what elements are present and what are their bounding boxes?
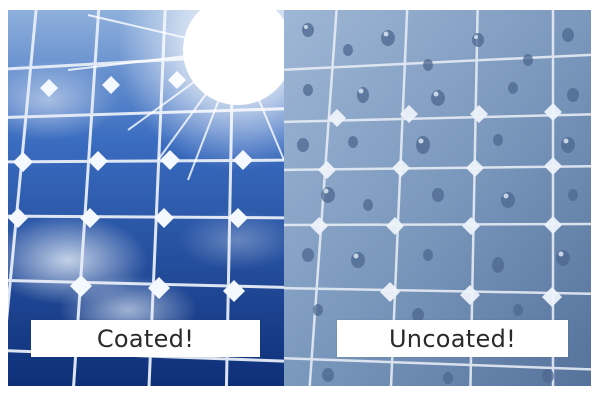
sun-glare-icon xyxy=(67,10,284,181)
water-droplets-icon xyxy=(297,23,579,384)
coated-panel xyxy=(8,10,284,386)
uncoated-label: Uncoated! xyxy=(337,320,568,357)
coated-label: Coated! xyxy=(31,320,260,357)
